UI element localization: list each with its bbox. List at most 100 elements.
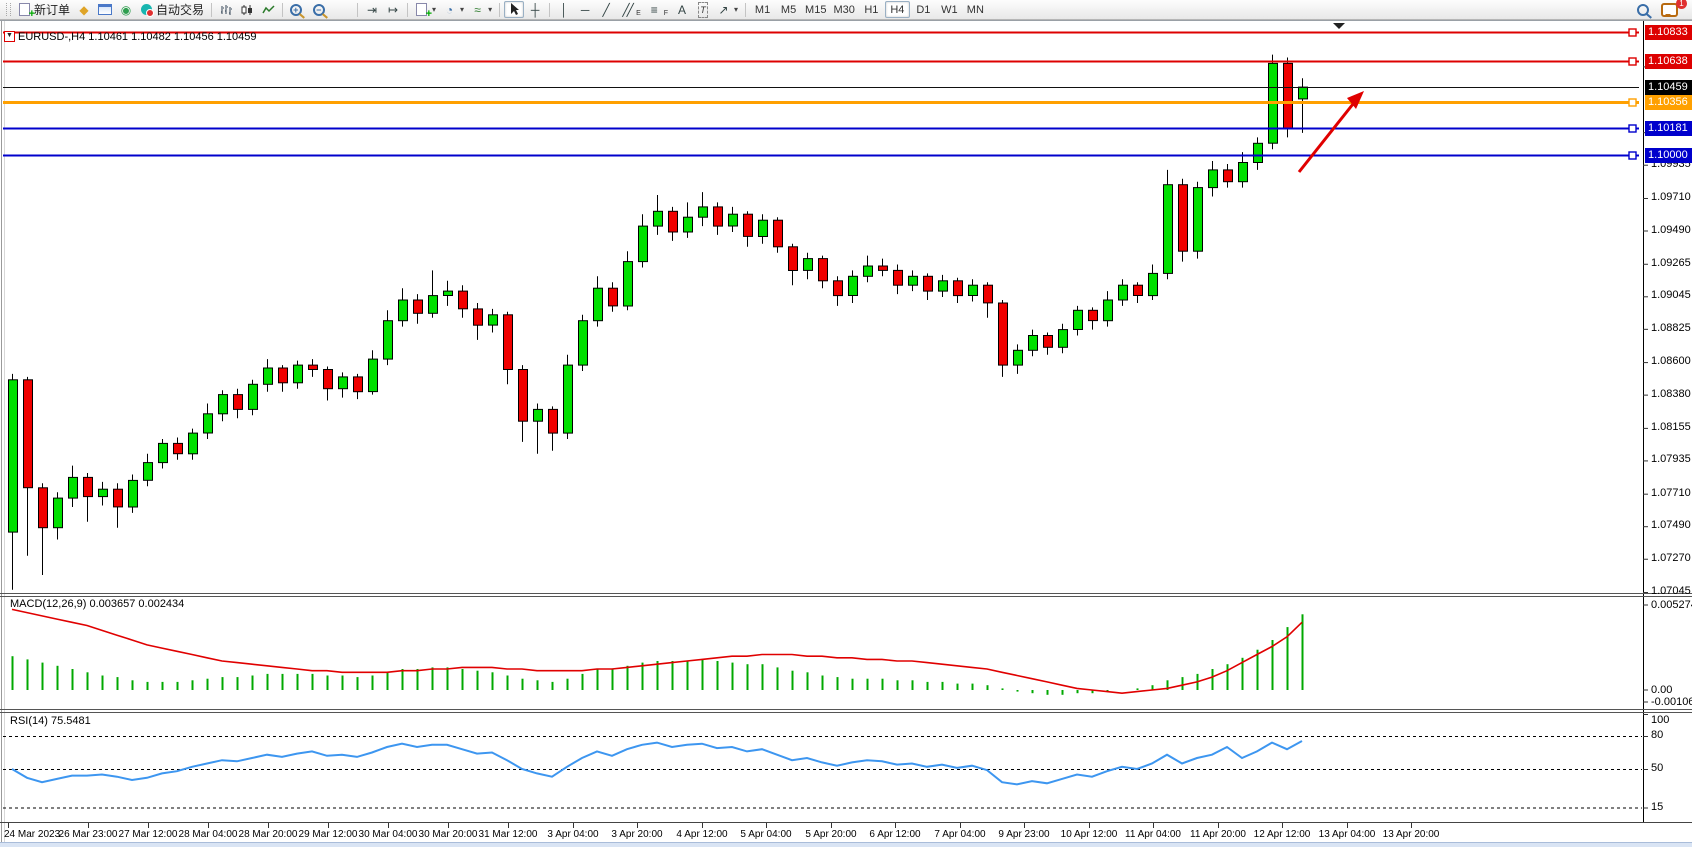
fibonacci-button[interactable]: ≡ F — [645, 1, 671, 18]
signals-button[interactable]: ◉ — [116, 1, 136, 18]
candle-body — [98, 488, 108, 498]
chart-window-button[interactable] — [95, 1, 115, 18]
candle-body — [428, 295, 438, 314]
zoom-in-button[interactable] — [287, 1, 309, 18]
rsi-line — [11, 740, 1303, 786]
text-label-button[interactable]: T — [693, 1, 713, 18]
candle-body — [173, 442, 183, 455]
gold-button[interactable]: ◆ — [74, 1, 94, 18]
text-label-icon: T — [697, 1, 710, 18]
trendline-button[interactable]: ╱ — [596, 1, 616, 18]
bar-chart-button[interactable] — [216, 1, 236, 18]
autotrading-icon — [140, 3, 155, 17]
auto-scroll-button[interactable]: ⇥ — [362, 1, 382, 18]
y-tick-label: 1.09265 — [1651, 256, 1691, 269]
text-button[interactable]: A — [672, 1, 692, 18]
candle-body — [1238, 162, 1248, 183]
x-tick-label: 30 Mar 04:00 — [358, 829, 418, 840]
tile-windows-button[interactable] — [333, 1, 353, 18]
candle-body — [998, 302, 1008, 366]
candle-body — [278, 367, 288, 384]
new-order-button[interactable]: + 新订单 — [15, 1, 73, 20]
timeframe-d1-button[interactable]: D1 — [911, 1, 936, 18]
level-handle[interactable] — [1628, 98, 1637, 107]
timeframe-w1-button[interactable]: W1 — [937, 1, 962, 18]
x-tick-label: 5 Apr 20:00 — [805, 829, 857, 840]
macd-signal-line — [11, 608, 1303, 695]
level-handle[interactable] — [1628, 124, 1637, 133]
chart-shift-marker[interactable] — [1333, 23, 1345, 29]
autotrading-button[interactable]: 自动交易 — [137, 1, 207, 18]
notifications-button[interactable]: 1 — [1658, 0, 1687, 18]
x-tick-label: 11 Apr 04:00 — [1125, 829, 1181, 840]
level-handle[interactable] — [1628, 151, 1637, 160]
x-tick-label: 12 Apr 12:00 — [1253, 829, 1311, 840]
vertical-line-icon: │ — [560, 2, 568, 17]
candle-body — [368, 358, 378, 393]
level-price-badge: 1.10000 — [1645, 147, 1692, 163]
candle-body — [1103, 299, 1113, 322]
x-tick-label: 29 Mar 12:00 — [298, 829, 358, 840]
timeframe-m30-button[interactable]: M30 — [830, 1, 857, 18]
candle-body — [503, 314, 513, 370]
candle-body — [293, 364, 303, 384]
zoom-in-icon — [290, 3, 306, 17]
level-handle[interactable] — [1628, 57, 1637, 66]
trend-arrow-line[interactable] — [1297, 103, 1355, 173]
toolbar-separator — [745, 2, 747, 17]
timeframe-m1-button[interactable]: M1 — [750, 1, 775, 18]
candle-body — [1223, 169, 1233, 183]
x-tick-label: 27 Mar 12:00 — [118, 829, 178, 840]
candle-body — [1118, 284, 1128, 301]
candle-body — [848, 275, 858, 296]
horizontal-line-button[interactable]: ─ — [575, 1, 595, 18]
candlestick-chart-button[interactable] — [237, 1, 257, 18]
trend-arrow-head[interactable] — [1347, 91, 1364, 109]
timeframe-mn-button[interactable]: MN — [963, 1, 988, 18]
toolbar-grip[interactable] — [6, 3, 11, 16]
chart-profiles-button[interactable]: ◔ ▾ — [440, 1, 467, 18]
candle-body — [128, 479, 138, 508]
candle-body — [1148, 272, 1158, 297]
toolbar-separator — [282, 2, 284, 17]
timeframe-m5-button[interactable]: M5 — [776, 1, 801, 18]
candle-body — [698, 206, 708, 218]
equidistant-channel-button[interactable]: ╱╱ E — [617, 1, 644, 18]
candle-body — [983, 284, 993, 304]
candle-body — [38, 487, 48, 529]
candle-body — [1028, 335, 1038, 351]
candle-body — [578, 320, 588, 366]
vertical-line-button[interactable]: │ — [554, 1, 574, 18]
chart-menu-icon[interactable]: ▼ — [4, 31, 15, 42]
candle-body — [1133, 284, 1143, 297]
arrows-tool-icon: ↗ — [718, 2, 729, 17]
candle-body — [728, 213, 738, 227]
candle-body — [323, 369, 333, 390]
new-order-label: 新订单 — [34, 3, 71, 17]
arrows-tool-button[interactable]: ↗ ▾ — [714, 1, 741, 18]
crosshair-button[interactable]: ┼ — [525, 1, 545, 18]
indicators-button[interactable]: ≈ ▾ — [468, 1, 495, 18]
autotrading-label: 自动交易 — [156, 3, 205, 17]
line-chart-button[interactable] — [258, 1, 278, 18]
candle-body — [413, 299, 423, 314]
timeframe-m15-button[interactable]: M15 — [802, 1, 829, 18]
new-chart-button[interactable]: + ▾ — [412, 1, 439, 20]
candle-body — [803, 258, 813, 271]
cursor-button[interactable] — [504, 1, 525, 18]
candle-body — [908, 275, 918, 286]
indicators-icon: ≈ — [474, 2, 481, 17]
chart-shift-button[interactable]: ↦ — [383, 1, 403, 18]
level-handle[interactable] — [1628, 28, 1637, 37]
candle-body — [953, 280, 963, 297]
candle-body — [188, 432, 198, 455]
toolbar-separator — [407, 2, 409, 17]
timeframe-h4-button[interactable]: H4 — [884, 1, 910, 18]
timeframe-h1-button[interactable]: H1 — [859, 1, 884, 18]
y-tick-label: 1.08155 — [1651, 420, 1691, 433]
zoom-out-button[interactable] — [310, 1, 332, 18]
candle-body — [1253, 142, 1263, 164]
main-toolbar: + 新订单 ◆ ◉ 自动交易 ⇥ ↦ +▾ ◔▾ ≈▾ ┼ │ ─ ╱ ╱╱E … — [0, 0, 1692, 20]
search-button[interactable] — [1634, 1, 1657, 18]
